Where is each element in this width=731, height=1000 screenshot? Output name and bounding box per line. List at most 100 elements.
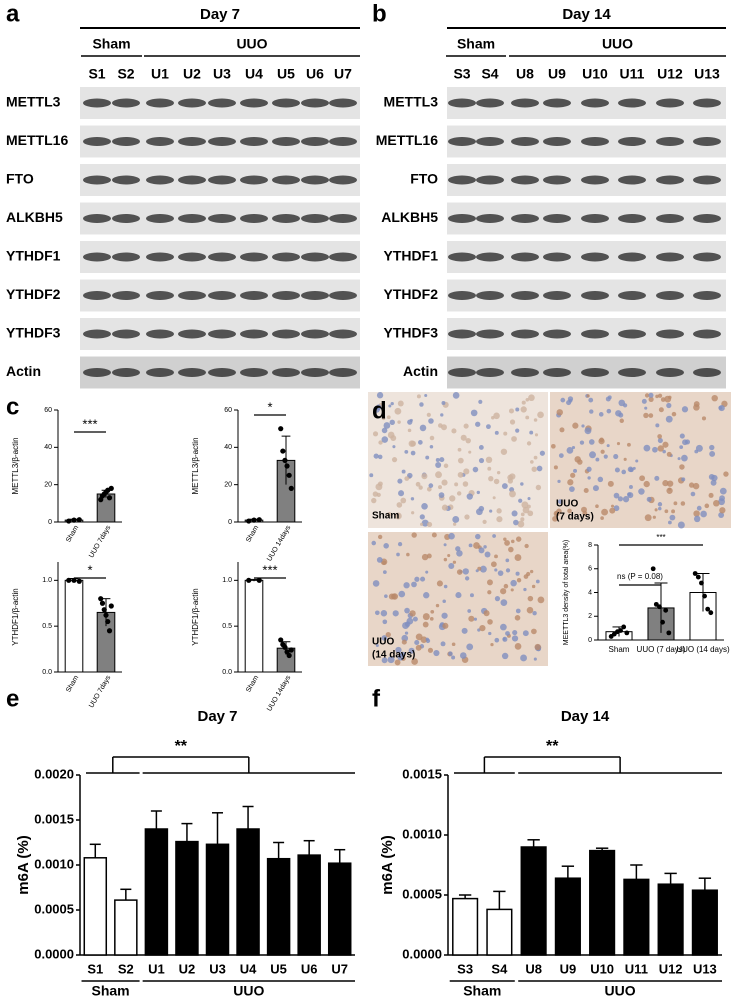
- cell-nucleus: [372, 580, 380, 587]
- cell-nucleus: [385, 631, 391, 638]
- blot-band: [208, 98, 236, 108]
- y-axis-label: METTL3/β-actin: [11, 437, 20, 494]
- image-label: Sham: [372, 511, 399, 522]
- cell-nucleus: [451, 642, 456, 647]
- blot-band: [476, 137, 504, 146]
- cell-nucleus: [476, 490, 480, 495]
- cell-nucleus: [377, 534, 383, 540]
- cell-nucleus: [375, 404, 382, 410]
- y-tick-label: 20: [224, 482, 232, 489]
- cell-nucleus: [603, 454, 608, 459]
- data-point: [702, 593, 707, 599]
- cell-nucleus: [457, 447, 462, 452]
- blot-band: [656, 291, 684, 300]
- data-point: [692, 571, 698, 576]
- bar: [554, 877, 581, 956]
- data-point: [660, 619, 665, 625]
- cell-nucleus: [648, 396, 654, 402]
- cell-nucleus: [557, 479, 561, 484]
- cell-nucleus: [488, 631, 492, 636]
- cell-nucleus: [448, 532, 455, 540]
- cell-nucleus: [415, 481, 421, 487]
- cell-nucleus: [711, 394, 718, 402]
- bar: [297, 854, 321, 956]
- cell-nucleus: [501, 652, 509, 660]
- cell-nucleus: [527, 510, 534, 517]
- cell-nucleus: [430, 609, 435, 614]
- cell-nucleus: [425, 570, 429, 574]
- cell-nucleus: [719, 487, 727, 495]
- lane-label: U4: [245, 66, 263, 82]
- cell-nucleus: [396, 552, 400, 557]
- cell-nucleus: [425, 637, 429, 642]
- cell-nucleus: [435, 471, 442, 479]
- blot-band: [656, 137, 684, 146]
- cell-nucleus: [451, 655, 456, 660]
- blot-band: [581, 368, 609, 377]
- cell-nucleus: [567, 508, 572, 514]
- image-label: UUO: [372, 637, 394, 648]
- cell-nucleus: [690, 491, 696, 497]
- cell-nucleus: [383, 543, 389, 549]
- cell-nucleus: [664, 509, 669, 514]
- blot-band: [272, 175, 300, 185]
- blot-band: [240, 175, 268, 185]
- cell-nucleus: [518, 498, 523, 503]
- cell-nucleus: [392, 610, 399, 617]
- blot-band: [329, 252, 357, 262]
- cell-nucleus: [524, 543, 529, 549]
- cell-nucleus: [600, 449, 605, 454]
- cell-nucleus: [394, 407, 402, 415]
- cell-nucleus: [669, 514, 676, 521]
- cell-nucleus: [447, 553, 451, 558]
- blot-band: [543, 368, 571, 377]
- cell-nucleus: [468, 615, 475, 622]
- data-point: [278, 426, 284, 432]
- cell-nucleus: [404, 631, 409, 635]
- x-tick-label: UUO 14days: [266, 674, 292, 713]
- bar: [114, 899, 138, 956]
- cell-nucleus: [394, 512, 402, 520]
- panel-letter: a: [6, 0, 20, 27]
- cell-nucleus: [439, 457, 445, 463]
- cell-nucleus: [521, 400, 526, 405]
- data-point: [663, 607, 669, 613]
- cell-nucleus: [693, 404, 700, 411]
- cell-nucleus: [665, 415, 673, 423]
- blot-band: [543, 214, 571, 223]
- cell-nucleus: [610, 504, 615, 508]
- data-point: [282, 644, 288, 650]
- cell-nucleus: [479, 625, 486, 632]
- blot-band: [146, 175, 174, 185]
- bar: [83, 857, 108, 956]
- data-point: [101, 607, 107, 613]
- data-point: [256, 517, 262, 523]
- y-tick-label: 0.5: [42, 623, 52, 630]
- cell-nucleus: [397, 478, 403, 484]
- cell-nucleus: [530, 460, 534, 464]
- cell-nucleus: [487, 619, 493, 625]
- data-point: [618, 628, 623, 633]
- cell-nucleus: [643, 444, 651, 452]
- cell-nucleus: [391, 457, 398, 463]
- protein-label: ALKBH5: [6, 209, 63, 225]
- group-label: UUO: [605, 983, 636, 999]
- y-tick-label: 1.0: [222, 577, 232, 584]
- cell-nucleus: [493, 412, 500, 420]
- lane-label: S1: [88, 66, 105, 82]
- protein-label: FTO: [410, 171, 438, 187]
- cell-nucleus: [435, 457, 440, 462]
- cell-nucleus: [460, 434, 467, 441]
- cell-nucleus: [388, 593, 395, 600]
- cell-nucleus: [373, 453, 379, 459]
- blot-band: [112, 98, 140, 108]
- cell-nucleus: [387, 656, 395, 664]
- x-tick-label: U3: [209, 961, 226, 976]
- blot-band: [693, 175, 721, 185]
- cell-nucleus: [416, 394, 421, 399]
- cell-nucleus: [503, 583, 509, 589]
- cell-nucleus: [409, 610, 416, 617]
- cell-nucleus: [384, 594, 388, 598]
- blot-band: [240, 368, 268, 377]
